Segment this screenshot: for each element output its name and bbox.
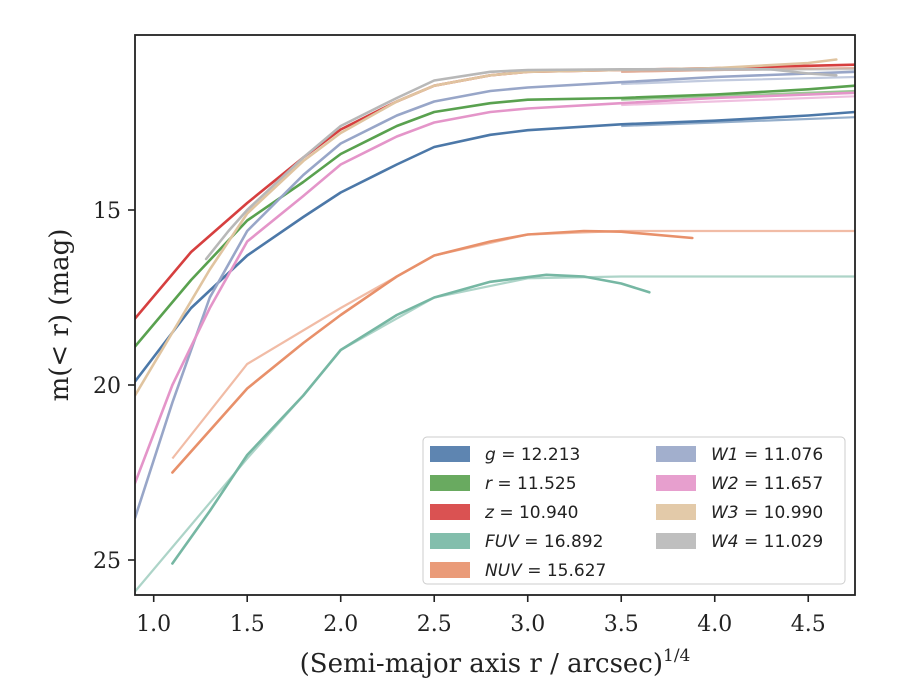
x-axis-title: (Semi-major axis r / arcsec)1/4 (300, 646, 691, 679)
legend-label-w2: W2 = 11.657 (711, 474, 823, 494)
plot-area (135, 58, 855, 593)
x-tick-label: 1.0 (136, 612, 171, 637)
legend-swatch-w4 (656, 533, 696, 549)
series-line-w2 (135, 91, 855, 485)
x-axis-ticks: 1.0 1.5 2.0 2.5 3.0 3.5 4.0 4.5 (136, 595, 826, 637)
series-line-w1 (135, 70, 855, 520)
legend-label-w4: W4 = 11.029 (711, 532, 823, 552)
plot-frame (134, 34, 856, 596)
legend-label-w1: W1 = 11.076 (711, 445, 823, 465)
legend-box (422, 436, 846, 585)
legend-swatch-w1 (656, 446, 696, 462)
legend-label-r: r = 11.525 (485, 474, 577, 494)
legend-swatch-r (430, 475, 470, 491)
x-tick-label: 1.5 (230, 612, 265, 637)
x-axis-title-text: (Semi-major axis r / arcsec) (300, 649, 663, 679)
series-line-r (135, 84, 855, 348)
series-line-nuv (171, 229, 694, 474)
series-line-fuv (171, 273, 651, 565)
y-tick-label: 25 (93, 549, 121, 574)
legend-swatch-nuv (430, 562, 470, 578)
legend-label-nuv: NUV = 15.627 (485, 561, 606, 581)
legend-swatch-w3 (656, 504, 696, 520)
x-tick-label: 2.5 (417, 612, 452, 637)
x-tick-label: 4.5 (791, 612, 826, 637)
y-axis-ticks: 15 20 25 (93, 199, 135, 574)
series-line-g (135, 110, 855, 383)
series-line-faint-w2 (621, 95, 855, 107)
legend-swatch-w2 (656, 475, 696, 491)
legend-swatch-z (430, 504, 470, 520)
legend: g = 12.213 r = 11.525 z = 10.940 FUV = 16.8… (422, 436, 846, 585)
series-line-faint-g (621, 116, 855, 128)
legend-label-z: z = 10.940 (484, 503, 578, 523)
x-tick-label: 3.0 (510, 612, 545, 637)
legend-label-fuv: FUV = 16.892 (485, 532, 603, 552)
series-line-w4 (204, 67, 838, 261)
legend-label-g: g = 12.213 (485, 445, 580, 465)
y-axis-title: m(< r) (mag) (45, 229, 75, 402)
y-tick-label: 15 (93, 199, 121, 224)
legend-label-w3: W3 = 10.990 (711, 503, 823, 523)
series-line-faint-r (621, 89, 855, 101)
x-axis-title-exponent: 1/4 (663, 646, 690, 666)
y-tick-label: 20 (93, 374, 121, 399)
x-tick-label: 2.0 (323, 612, 358, 637)
series-line-faint-w1 (621, 75, 855, 86)
legend-swatch-g (430, 446, 470, 462)
x-tick-label: 4.0 (697, 612, 732, 637)
legend-swatch-fuv (430, 533, 470, 549)
x-tick-label: 3.5 (604, 612, 639, 637)
series-line-faint-fuv (135, 275, 855, 593)
